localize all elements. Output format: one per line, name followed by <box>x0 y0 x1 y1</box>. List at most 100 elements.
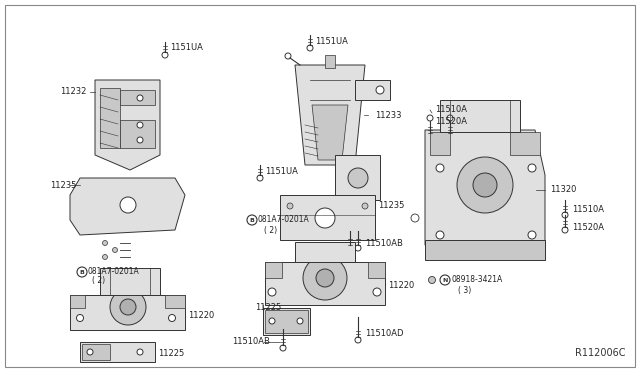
Polygon shape <box>120 120 155 148</box>
Polygon shape <box>265 262 385 305</box>
Polygon shape <box>440 100 520 132</box>
Circle shape <box>457 157 513 213</box>
Text: 11232: 11232 <box>60 87 86 96</box>
Polygon shape <box>100 88 120 148</box>
Circle shape <box>280 345 286 351</box>
Circle shape <box>373 288 381 296</box>
Text: 11220: 11220 <box>188 311 214 320</box>
Circle shape <box>297 318 303 324</box>
Text: 1151UA: 1151UA <box>315 36 348 45</box>
Text: 1151UA: 1151UA <box>170 44 203 52</box>
Circle shape <box>355 337 361 343</box>
Text: ( 3): ( 3) <box>458 285 471 295</box>
Polygon shape <box>165 295 185 308</box>
Circle shape <box>168 314 175 321</box>
Circle shape <box>411 214 419 222</box>
Text: 11510AB: 11510AB <box>232 337 270 346</box>
Text: 11233: 11233 <box>375 110 401 119</box>
Polygon shape <box>312 105 348 160</box>
Circle shape <box>287 203 293 209</box>
Polygon shape <box>430 132 450 155</box>
Polygon shape <box>325 55 335 68</box>
Circle shape <box>102 254 108 260</box>
Polygon shape <box>280 195 375 240</box>
Circle shape <box>528 164 536 172</box>
Polygon shape <box>335 155 380 200</box>
Polygon shape <box>425 130 545 245</box>
Circle shape <box>120 299 136 315</box>
Polygon shape <box>265 262 282 278</box>
Circle shape <box>285 53 291 59</box>
Circle shape <box>307 45 313 51</box>
Circle shape <box>562 227 568 233</box>
Circle shape <box>87 349 93 355</box>
Circle shape <box>429 276 435 283</box>
Text: B: B <box>79 269 84 275</box>
Polygon shape <box>368 262 385 278</box>
Circle shape <box>362 203 368 209</box>
Circle shape <box>162 52 168 58</box>
Circle shape <box>348 168 368 188</box>
Polygon shape <box>70 295 85 308</box>
Polygon shape <box>510 132 540 155</box>
Text: R112006C: R112006C <box>575 348 625 358</box>
Text: 08918-3421A: 08918-3421A <box>452 276 503 285</box>
Polygon shape <box>70 178 185 235</box>
Circle shape <box>436 231 444 239</box>
Text: 11520A: 11520A <box>435 118 467 126</box>
Circle shape <box>102 241 108 246</box>
Polygon shape <box>95 80 160 170</box>
Circle shape <box>436 164 444 172</box>
Polygon shape <box>80 342 155 362</box>
Polygon shape <box>120 90 155 105</box>
Circle shape <box>447 115 453 121</box>
Polygon shape <box>295 242 355 262</box>
Text: ( 2): ( 2) <box>264 225 277 234</box>
Circle shape <box>137 137 143 143</box>
Polygon shape <box>82 344 110 360</box>
Circle shape <box>77 267 87 277</box>
Circle shape <box>528 231 536 239</box>
Circle shape <box>562 212 568 218</box>
Polygon shape <box>265 310 308 333</box>
Circle shape <box>77 314 83 321</box>
Text: 11510AB: 11510AB <box>365 240 403 248</box>
Circle shape <box>268 288 276 296</box>
Circle shape <box>440 275 450 285</box>
Circle shape <box>137 349 143 355</box>
Polygon shape <box>263 308 310 335</box>
Circle shape <box>376 86 384 94</box>
Circle shape <box>247 215 257 225</box>
Circle shape <box>120 197 136 213</box>
Polygon shape <box>70 295 185 330</box>
Text: 11235: 11235 <box>378 201 404 209</box>
Text: 081A7-0201A: 081A7-0201A <box>88 267 140 276</box>
Circle shape <box>113 247 118 253</box>
Circle shape <box>269 318 275 324</box>
Circle shape <box>315 208 335 228</box>
Text: B: B <box>250 218 255 222</box>
Text: 11510A: 11510A <box>435 106 467 115</box>
Polygon shape <box>100 268 160 295</box>
Polygon shape <box>295 65 365 165</box>
Text: 11520A: 11520A <box>572 224 604 232</box>
Text: 11235: 11235 <box>50 180 76 189</box>
Circle shape <box>316 269 334 287</box>
Circle shape <box>473 173 497 197</box>
Circle shape <box>347 245 353 251</box>
Circle shape <box>303 256 347 300</box>
Text: 11225: 11225 <box>158 349 184 357</box>
Polygon shape <box>425 240 545 260</box>
Text: 11225: 11225 <box>255 304 281 312</box>
Text: 11320: 11320 <box>550 186 577 195</box>
Text: 11510AD: 11510AD <box>365 328 403 337</box>
Circle shape <box>257 175 263 181</box>
Circle shape <box>137 122 143 128</box>
Text: N: N <box>442 278 448 282</box>
Circle shape <box>137 95 143 101</box>
Circle shape <box>110 289 146 325</box>
Circle shape <box>427 115 433 121</box>
Text: ( 2): ( 2) <box>92 276 105 285</box>
Circle shape <box>355 245 361 251</box>
Text: 11510A: 11510A <box>572 205 604 215</box>
